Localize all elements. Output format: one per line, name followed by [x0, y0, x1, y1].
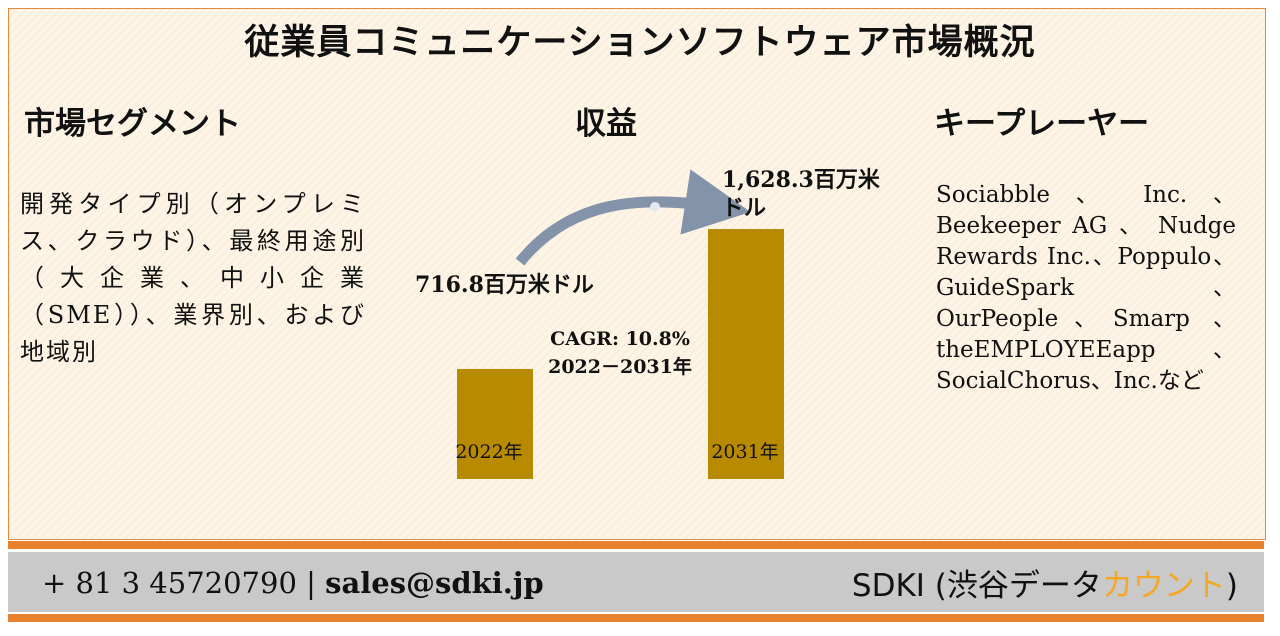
- segment-heading: 市場セグメント: [24, 106, 241, 142]
- content-panel: [8, 8, 1266, 540]
- brand-name: SDKI (渋谷データカウント): [852, 560, 1238, 605]
- bar-2022: [457, 368, 533, 479]
- segment-description: 開発タイプ別（オンプレミス、クラウド）、最終用途別（大企業、中小企業（SME））…: [20, 190, 366, 366]
- brand-end: ): [1225, 568, 1238, 604]
- footer-stripe-top: [8, 541, 1264, 549]
- footer-bar: + 81 3 45720790 | sales@sdki.jp SDKI (渋谷…: [8, 552, 1264, 612]
- contact-phone: + 81 3 45720790 |: [42, 566, 326, 600]
- contact-info: + 81 3 45720790 | sales@sdki.jp: [42, 566, 544, 600]
- key-players-list: Sociabble 、 Inc. 、 Beekeeper AG 、 Nudge …: [936, 182, 1236, 394]
- page-title: 従業員コミュニケーションソフトウェア市場概況: [244, 22, 1036, 63]
- bar-value-label-2031: 1,628.3百万米: [722, 167, 881, 193]
- revenue-bar-chart: 716.8百万米ドル 1,628.3百万米 ドル 2022年 2031年 CAG…: [415, 167, 881, 479]
- bar-value-label-2031-unit: ドル: [722, 195, 766, 221]
- bar-category-label-2022: 2022年: [455, 441, 522, 463]
- footer-stripe-bottom: [8, 614, 1264, 622]
- brand-accent: カウント: [1101, 568, 1226, 604]
- revenue-heading: 収益: [575, 106, 637, 142]
- players-heading: キープレーヤー: [934, 106, 1150, 142]
- bar-category-label-2031: 2031年: [711, 441, 778, 463]
- cagr-label: CAGR: 10.8%: [550, 328, 690, 350]
- contact-email[interactable]: sales@sdki.jp: [325, 566, 544, 600]
- brand-main: SDKI (渋谷データ: [851, 568, 1102, 604]
- arrow-dot: [650, 202, 660, 212]
- cagr-period: 2022－2031年: [548, 355, 692, 378]
- growth-arrow: [515, 169, 751, 266]
- bar-2031: [708, 229, 784, 479]
- bar-value-label-2022: 716.8百万米ドル: [415, 272, 594, 298]
